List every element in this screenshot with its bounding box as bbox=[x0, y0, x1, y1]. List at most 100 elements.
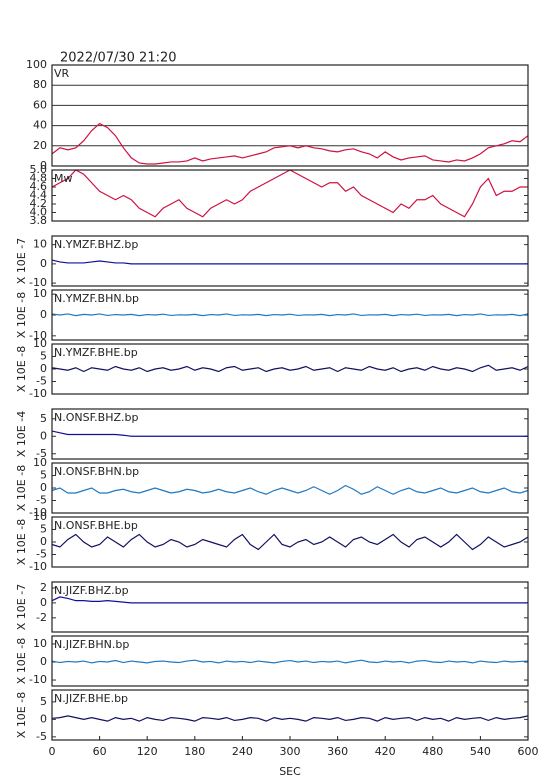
data-line bbox=[51, 430, 528, 437]
panel-frame bbox=[51, 235, 529, 287]
y-tick-label: 10 bbox=[33, 637, 47, 650]
panel-label: N.JIZF.BHE.bp bbox=[54, 692, 128, 705]
y-tick-label: -2 bbox=[36, 611, 47, 624]
y-tick-label: 5 bbox=[40, 412, 47, 425]
y-tick-label: -5 bbox=[36, 447, 47, 460]
panel-frame bbox=[51, 462, 529, 514]
panel-label: N.JIZF.BHZ.bp bbox=[54, 584, 129, 597]
x-tick-label: 540 bbox=[470, 745, 491, 758]
y-tick-label: 0 bbox=[40, 159, 47, 172]
y-tick-label: 80 bbox=[33, 78, 47, 91]
y-tick-label: 4.4 bbox=[30, 189, 48, 202]
panel-frame bbox=[51, 635, 529, 687]
y-tick-label: 5.0 bbox=[30, 163, 48, 176]
y-tick-label: -5 bbox=[36, 375, 47, 388]
x-tick-label: 60 bbox=[93, 745, 107, 758]
y-axis-label: X 10E -8 bbox=[15, 465, 28, 511]
panel-label: N.ONSF.BHN.bp bbox=[54, 465, 139, 478]
x-tick-label: 180 bbox=[184, 745, 205, 758]
y-tick-label: 5 bbox=[40, 523, 47, 536]
y-tick-label: 0 bbox=[40, 655, 47, 668]
y-tick-label: 3.8 bbox=[30, 214, 48, 227]
panel-frame bbox=[51, 289, 529, 341]
y-tick-label: -10 bbox=[29, 673, 47, 686]
panel-label: Mw bbox=[54, 172, 73, 185]
y-tick-label: -5 bbox=[36, 494, 47, 507]
y-tick-label: 10 bbox=[33, 456, 47, 469]
panel-label: N.YMZF.BHN.bp bbox=[54, 292, 139, 305]
x-tick-label: 480 bbox=[422, 745, 443, 758]
data-line bbox=[51, 715, 529, 722]
y-axis-label: X 10E -8 bbox=[15, 346, 28, 392]
data-line bbox=[51, 122, 529, 165]
y-tick-label: 0 bbox=[40, 535, 47, 548]
y-tick-label: 40 bbox=[33, 119, 47, 132]
y-axis-label: X 10E -8 bbox=[15, 292, 28, 338]
y-axis-label: X 10E -7 bbox=[15, 238, 28, 284]
y-tick-label: 4.6 bbox=[30, 180, 48, 193]
y-tick-label: 0 bbox=[40, 257, 47, 270]
data-line bbox=[51, 364, 529, 373]
data-line bbox=[51, 259, 528, 265]
data-line bbox=[51, 659, 529, 664]
y-tick-label: -10 bbox=[29, 387, 47, 400]
y-tick-label: 5 bbox=[40, 469, 47, 482]
y-tick-label: 0 bbox=[40, 712, 47, 725]
chart-title: 2022/07/30 21:20 bbox=[60, 51, 177, 66]
data-line bbox=[51, 484, 529, 495]
y-tick-label: -10 bbox=[29, 276, 47, 289]
y-tick-label: 10 bbox=[33, 238, 47, 251]
y-tick-label: 4.8 bbox=[30, 172, 48, 185]
y-tick-label: 60 bbox=[33, 98, 47, 111]
x-axis-label: SEC bbox=[279, 765, 301, 778]
y-tick-label: -5 bbox=[36, 548, 47, 561]
y-tick-label: 10 bbox=[33, 510, 47, 523]
panel-label: VR bbox=[54, 67, 70, 80]
panel-frame bbox=[51, 516, 529, 568]
y-tick-label: 5 bbox=[40, 350, 47, 363]
y-tick-label: 0 bbox=[40, 481, 47, 494]
y-axis-label: X 10E -4 bbox=[15, 411, 28, 457]
y-tick-label: -10 bbox=[29, 560, 47, 573]
y-tick-label: 2 bbox=[40, 581, 47, 594]
x-tick-label: 420 bbox=[375, 745, 396, 758]
x-tick-label: 240 bbox=[232, 745, 253, 758]
y-tick-label: 4.0 bbox=[30, 206, 48, 219]
y-tick-label: 20 bbox=[33, 139, 47, 152]
y-axis-label: X 10E -8 bbox=[15, 692, 28, 738]
y-tick-label: 100 bbox=[26, 58, 47, 71]
data-line bbox=[51, 533, 529, 551]
y-tick-label: 0 bbox=[40, 362, 47, 375]
x-tick-label: 300 bbox=[280, 745, 301, 758]
y-tick-label: 4.2 bbox=[30, 197, 48, 210]
panel-frame bbox=[51, 64, 529, 167]
data-line bbox=[51, 169, 528, 218]
x-tick-label: 120 bbox=[137, 745, 158, 758]
panel-label: N.JIZF.BHN.bp bbox=[54, 638, 129, 651]
y-tick-label: -10 bbox=[29, 329, 47, 342]
panel-frame bbox=[51, 581, 529, 633]
panel-frame bbox=[51, 169, 529, 222]
y-tick-label: -10 bbox=[29, 506, 47, 519]
panel-label: N.ONSF.BHE.bp bbox=[54, 519, 138, 532]
y-tick-label: 10 bbox=[33, 337, 47, 350]
panel-label: N.ONSF.BHZ.bp bbox=[54, 411, 138, 424]
data-line bbox=[51, 313, 529, 317]
data-line bbox=[51, 596, 528, 604]
panel-label: N.YMZF.BHE.bp bbox=[54, 346, 138, 359]
y-tick-label: -5 bbox=[36, 730, 47, 743]
x-tick-label: 0 bbox=[49, 745, 56, 758]
panel-frame bbox=[51, 408, 529, 460]
panel-frame bbox=[51, 343, 529, 395]
x-tick-label: 360 bbox=[327, 745, 348, 758]
y-tick-label: 0 bbox=[40, 308, 47, 321]
y-tick-label: 10 bbox=[33, 287, 47, 300]
y-tick-label: 5 bbox=[40, 695, 47, 708]
y-tick-label: 0 bbox=[40, 429, 47, 442]
y-tick-label: 0 bbox=[40, 596, 47, 609]
y-axis-label: X 10E -8 bbox=[15, 519, 28, 565]
y-axis-label: X 10E -7 bbox=[15, 584, 28, 630]
panel-label: N.YMZF.BHZ.bp bbox=[54, 238, 138, 251]
y-axis-label: X 10E -8 bbox=[15, 638, 28, 684]
